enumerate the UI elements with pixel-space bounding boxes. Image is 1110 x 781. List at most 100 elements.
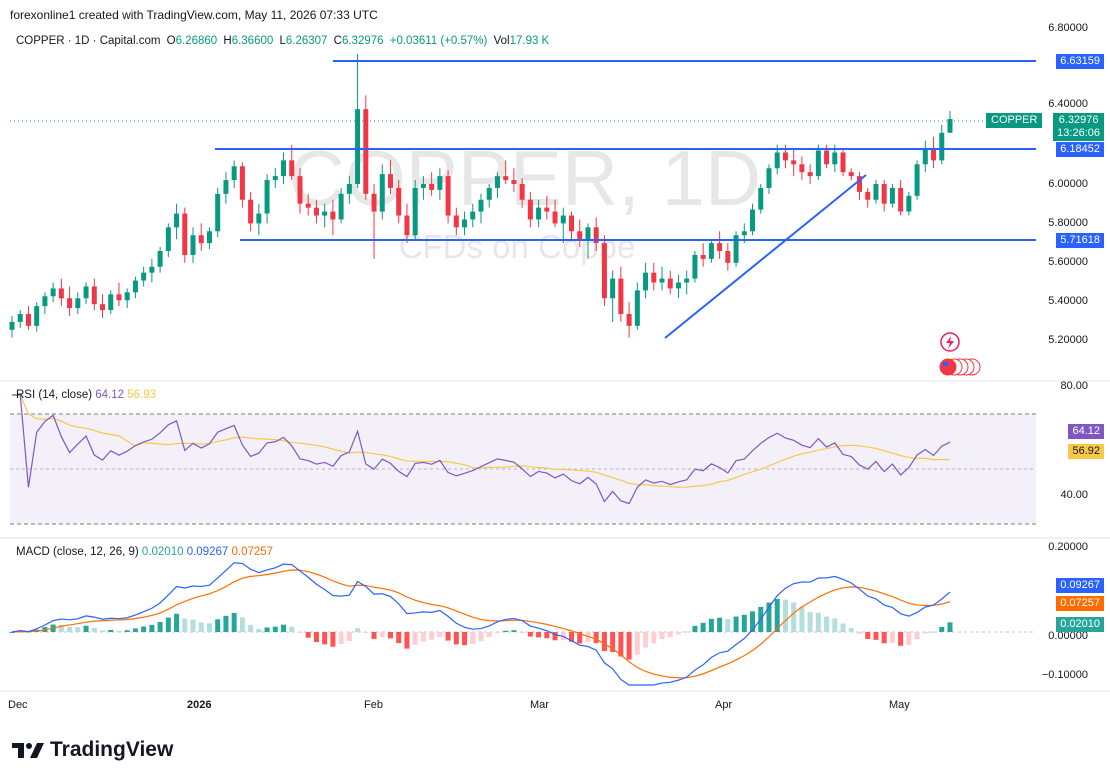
- candle-body[interactable]: [91, 286, 97, 305]
- candle-body[interactable]: [799, 164, 805, 173]
- candle-body[interactable]: [708, 243, 714, 259]
- candle-body[interactable]: [667, 278, 673, 289]
- candle-body[interactable]: [478, 199, 484, 212]
- candle-body[interactable]: [643, 272, 649, 291]
- candle-body[interactable]: [618, 278, 624, 315]
- candle-body[interactable]: [149, 266, 155, 273]
- candle-body[interactable]: [58, 288, 64, 299]
- candle-body[interactable]: [231, 166, 237, 181]
- candle-body[interactable]: [346, 184, 352, 194]
- candle-body[interactable]: [100, 304, 106, 311]
- candle-body[interactable]: [552, 211, 558, 224]
- candle-body[interactable]: [248, 199, 254, 224]
- candle-body[interactable]: [396, 187, 402, 216]
- candle-body[interactable]: [445, 176, 451, 216]
- candle-body[interactable]: [692, 254, 698, 279]
- candle-body[interactable]: [560, 215, 566, 224]
- candle-body[interactable]: [848, 172, 854, 177]
- candle-body[interactable]: [544, 207, 550, 212]
- candle-body[interactable]: [503, 176, 509, 181]
- candle-body[interactable]: [116, 294, 122, 301]
- candle-body[interactable]: [75, 298, 81, 309]
- candle-body[interactable]: [387, 174, 393, 188]
- candle-body[interactable]: [50, 288, 56, 297]
- candle-body[interactable]: [297, 176, 303, 204]
- candle-body[interactable]: [379, 174, 385, 212]
- candle-body[interactable]: [889, 187, 895, 204]
- candle-body[interactable]: [626, 314, 632, 326]
- candle-body[interactable]: [264, 180, 270, 214]
- candle-body[interactable]: [585, 227, 591, 240]
- candle-body[interactable]: [355, 109, 361, 184]
- candle-body[interactable]: [651, 272, 657, 283]
- us-flag-icons[interactable]: [939, 358, 981, 376]
- candle-body[interactable]: [634, 290, 640, 326]
- candle-body[interactable]: [412, 187, 418, 236]
- candle-body[interactable]: [9, 321, 15, 330]
- candle-body[interactable]: [272, 176, 278, 181]
- candle-body[interactable]: [758, 187, 764, 210]
- candle-body[interactable]: [198, 235, 204, 244]
- candle-body[interactable]: [536, 207, 542, 220]
- candle-body[interactable]: [42, 296, 48, 307]
- candle-body[interactable]: [34, 306, 40, 326]
- candle-body[interactable]: [404, 215, 410, 236]
- candle-body[interactable]: [898, 187, 904, 212]
- candle-body[interactable]: [215, 193, 221, 232]
- candle-body[interactable]: [486, 187, 492, 200]
- candle-body[interactable]: [939, 132, 945, 161]
- candle-body[interactable]: [824, 150, 830, 165]
- candle-body[interactable]: [141, 272, 147, 281]
- candle-body[interactable]: [791, 160, 797, 165]
- candle-body[interactable]: [206, 231, 212, 244]
- candle-body[interactable]: [25, 314, 31, 326]
- candle-body[interactable]: [865, 191, 871, 200]
- candle-body[interactable]: [223, 180, 229, 194]
- candle-body[interactable]: [289, 160, 295, 177]
- candle-body[interactable]: [527, 199, 533, 220]
- candle-body[interactable]: [83, 286, 89, 299]
- candle-body[interactable]: [494, 176, 500, 188]
- candle-body[interactable]: [330, 211, 336, 220]
- macd-title[interactable]: MACD (close, 12, 26, 9): [16, 546, 139, 558]
- candle-body[interactable]: [840, 152, 846, 173]
- candle-body[interactable]: [601, 243, 607, 299]
- candle-body[interactable]: [700, 254, 706, 259]
- candle-body[interactable]: [338, 193, 344, 220]
- candle-body[interactable]: [519, 184, 525, 200]
- candle-body[interactable]: [17, 314, 23, 322]
- candle-body[interactable]: [429, 184, 435, 190]
- candle-body[interactable]: [371, 193, 377, 212]
- candle-body[interactable]: [453, 215, 459, 228]
- candle-body[interactable]: [67, 298, 73, 309]
- candle-body[interactable]: [470, 211, 476, 220]
- candle-body[interactable]: [914, 164, 920, 196]
- candle-body[interactable]: [322, 211, 328, 216]
- candle-body[interactable]: [511, 180, 517, 184]
- candle-body[interactable]: [610, 278, 616, 299]
- candle-body[interactable]: [190, 235, 196, 255]
- candle-body[interactable]: [922, 148, 928, 165]
- candle-body[interactable]: [132, 280, 138, 293]
- candle-body[interactable]: [174, 213, 180, 228]
- candle-body[interactable]: [437, 176, 443, 190]
- candle-body[interactable]: [313, 207, 319, 216]
- candle-body[interactable]: [108, 294, 114, 311]
- candle-body[interactable]: [931, 148, 937, 161]
- candle-body[interactable]: [873, 184, 879, 200]
- candle-body[interactable]: [305, 203, 311, 208]
- candle-body[interactable]: [782, 152, 788, 161]
- candle-body[interactable]: [165, 227, 171, 251]
- candle-body[interactable]: [157, 250, 163, 267]
- candle-body[interactable]: [462, 219, 468, 228]
- candle-body[interactable]: [569, 215, 575, 232]
- candle-body[interactable]: [947, 118, 953, 133]
- candle-body[interactable]: [881, 184, 887, 204]
- candle-body[interactable]: [659, 278, 665, 283]
- candle-body[interactable]: [675, 282, 681, 289]
- candle-body[interactable]: [766, 168, 772, 188]
- candle-body[interactable]: [906, 195, 912, 212]
- candle-body[interactable]: [577, 231, 583, 240]
